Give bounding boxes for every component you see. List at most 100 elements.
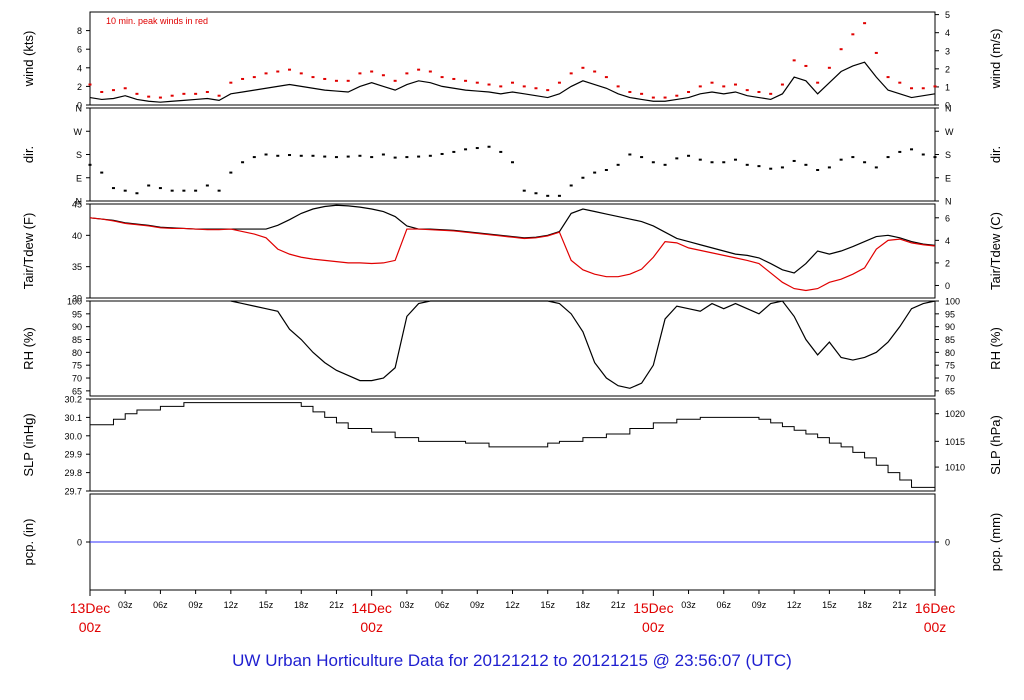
peak-wind-mark <box>757 90 761 93</box>
x-tick-label: 12z <box>787 600 802 610</box>
direction-point <box>780 166 784 169</box>
peak-wind-mark <box>675 94 679 97</box>
y-tick-label: 100 <box>67 297 82 307</box>
y-tick-label-right: 0 <box>945 101 950 111</box>
y-axis-label-right: pcp. (mm) <box>988 513 1003 572</box>
peak-wind-mark <box>111 89 115 92</box>
peak-wind-mark <box>205 90 209 93</box>
peak-wind-mark <box>534 87 538 90</box>
y-tick-label-right: S <box>945 150 951 160</box>
peak-wind-mark <box>241 77 245 80</box>
peak-wind-mark <box>88 83 92 86</box>
tdew-line <box>89 217 936 292</box>
peak-wind-mark <box>733 83 737 86</box>
panel-frame <box>89 300 936 397</box>
y-tick-label: 40 <box>72 231 82 241</box>
x-tick-label: 03z <box>400 600 415 610</box>
direction-point <box>428 154 432 157</box>
y-tick-label-right: E <box>945 173 951 183</box>
y-axis-label-right: dir. <box>988 146 1003 163</box>
panel-frame <box>89 107 936 202</box>
direction-point <box>111 187 115 190</box>
y-tick-label-right: W <box>945 127 954 137</box>
x-tick-label: 03z <box>681 600 696 610</box>
y-tick-label: 70 <box>72 374 82 384</box>
y-tick-label-right: 5 <box>945 10 950 20</box>
panel-frame <box>89 11 936 106</box>
direction-point <box>827 166 831 169</box>
direction-point <box>792 159 796 162</box>
peak-wind-mark <box>569 72 573 75</box>
x-tick-label: 06z <box>153 600 168 610</box>
x-tick-label: 12z <box>505 600 520 610</box>
chart-title: UW Urban Horticulture Data for 20121212 … <box>232 651 792 670</box>
peak-wind-mark <box>722 85 726 88</box>
direction-point <box>581 176 585 179</box>
y-axis-label: Tair/Tdew (F) <box>21 213 36 290</box>
direction-point <box>440 152 444 155</box>
x-tick-label: 15z <box>259 600 274 610</box>
y-tick-label-right: 1015 <box>945 437 965 447</box>
y-tick-label-right: 4 <box>945 236 950 246</box>
peak-wind-mark <box>628 90 632 93</box>
date-tick-hour-label: 00z <box>642 619 665 635</box>
direction-point <box>393 156 397 159</box>
y-tick-label: 30 <box>72 294 82 304</box>
direction-point <box>123 189 127 192</box>
direction-point <box>839 158 843 161</box>
wind-line <box>89 61 936 103</box>
peak-wind-mark <box>405 72 409 75</box>
direction-point <box>593 171 597 174</box>
peak-wind-mark <box>311 76 315 79</box>
direction-point <box>252 156 256 159</box>
y-tick-label-right: 0 <box>945 538 950 548</box>
direction-point <box>628 153 632 156</box>
peak-wind-mark <box>933 85 937 88</box>
y-tick-label: S <box>76 150 82 160</box>
peak-wind-mark <box>346 79 350 82</box>
y-tick-label-right: N <box>945 197 952 207</box>
y-axis-label: wind (kts) <box>21 31 36 88</box>
y-tick-label: 0 <box>77 101 82 111</box>
x-tick-label: 15z <box>540 600 555 610</box>
peak-wind-mark <box>593 70 597 73</box>
peak-wind-mark <box>745 89 749 92</box>
y-tick-label-right: 0 <box>945 281 950 291</box>
direction-point <box>863 161 867 164</box>
panel-frame <box>89 398 936 492</box>
y-tick-label-right: 1010 <box>945 463 965 473</box>
peak-wind-mark <box>710 81 714 84</box>
direction-point <box>205 184 209 187</box>
direction-point <box>88 163 92 166</box>
direction-point <box>804 163 808 166</box>
x-tick-label: 06z <box>435 600 450 610</box>
direction-point <box>687 154 691 157</box>
direction-point <box>229 171 233 174</box>
peak-wind-mark <box>511 81 514 84</box>
direction-point <box>276 154 280 157</box>
peak-wind-mark <box>698 85 702 88</box>
direction-point <box>158 187 162 190</box>
direction-point <box>346 155 350 158</box>
direction-point <box>675 157 679 160</box>
x-tick-label: 21z <box>611 600 626 610</box>
peak-wind-mark <box>417 68 421 71</box>
y-tick-label-right: 75 <box>945 361 955 371</box>
peak-wind-mark <box>323 77 327 80</box>
direction-point <box>769 167 773 170</box>
y-tick-label: 35 <box>72 262 82 272</box>
direction-point <box>722 161 726 164</box>
direction-point <box>522 189 526 192</box>
peak-wind-mark <box>851 33 855 36</box>
peak-wind-mark <box>147 95 151 98</box>
x-tick-label: 03z <box>118 600 133 610</box>
peak-wind-mark <box>464 79 468 82</box>
direction-point <box>874 166 878 169</box>
direction-point <box>557 194 561 197</box>
direction-point <box>217 189 221 192</box>
peak-wind-mark <box>299 72 303 75</box>
direction-point <box>898 150 902 153</box>
direction-point <box>147 184 151 187</box>
peak-wind-mark <box>921 87 925 90</box>
y-axis-label-right: Tair/Tdew (C) <box>988 212 1003 290</box>
